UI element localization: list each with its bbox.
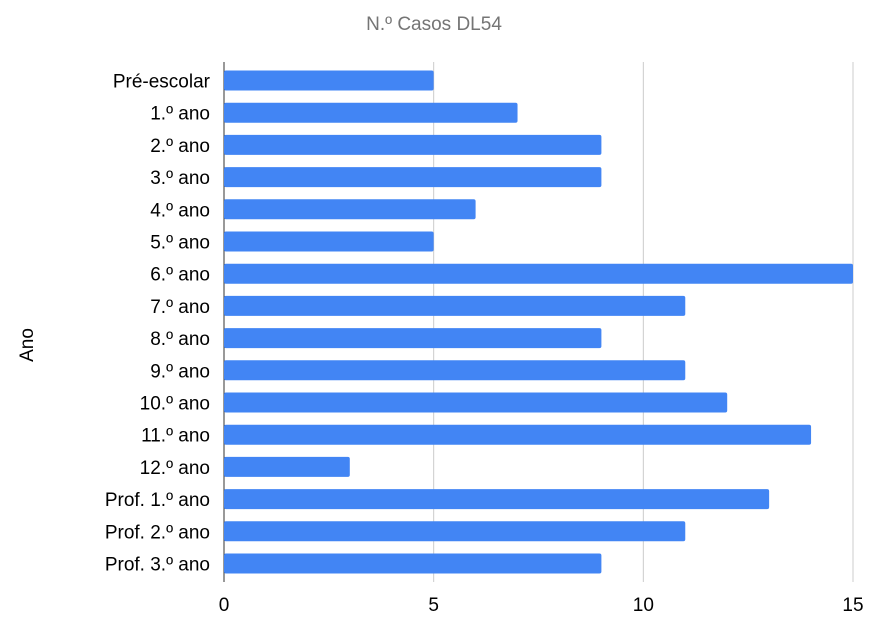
bar — [224, 70, 434, 91]
category-label: 12.º ano — [140, 458, 210, 479]
bar — [224, 231, 434, 252]
bars — [224, 70, 853, 574]
category-label: Prof. 1.º ano — [105, 490, 210, 511]
category-label: 4.º ano — [150, 200, 210, 221]
bar — [224, 521, 686, 542]
category-label: 11.º ano — [141, 426, 210, 447]
bar — [224, 167, 602, 188]
category-label: 8.º ano — [150, 329, 210, 350]
category-label: 7.º ano — [150, 297, 210, 318]
bar — [224, 328, 602, 349]
x-tick-labels: 0 5 10 15 — [219, 595, 864, 616]
bar — [224, 360, 686, 381]
category-label: Prof. 3.º ano — [105, 555, 210, 576]
category-label: 9.º ano — [150, 361, 210, 382]
category-label: Pré-escolar — [113, 72, 211, 93]
category-label: 6.º ano — [150, 265, 210, 286]
bar — [224, 102, 518, 123]
x-tick-label: 5 — [428, 595, 439, 616]
bar — [224, 456, 350, 477]
category-label: 5.º ano — [150, 233, 210, 254]
bar — [224, 392, 728, 413]
category-label: 2.º ano — [150, 136, 210, 157]
bar — [224, 553, 602, 574]
chart-title: N.º Casos DL54 — [366, 14, 502, 35]
x-tick-label: 0 — [219, 595, 230, 616]
bar — [224, 489, 770, 510]
category-label: 1.º ano — [150, 104, 210, 125]
category-label: 10.º ano — [140, 394, 210, 415]
category-label: 3.º ano — [150, 168, 210, 189]
category-label: Prof. 2.º ano — [105, 522, 210, 543]
x-tick-label: 15 — [842, 595, 863, 616]
category-labels: Pré-escolar 1.º ano 2.º ano 3.º ano 4.º ano 5… — [105, 72, 211, 576]
bar — [224, 263, 853, 284]
y-axis-label: Ano — [17, 328, 38, 362]
bar — [224, 295, 686, 316]
bar — [224, 424, 812, 445]
bar — [224, 199, 476, 220]
x-tick-label: 10 — [633, 595, 654, 616]
bar — [224, 134, 602, 155]
